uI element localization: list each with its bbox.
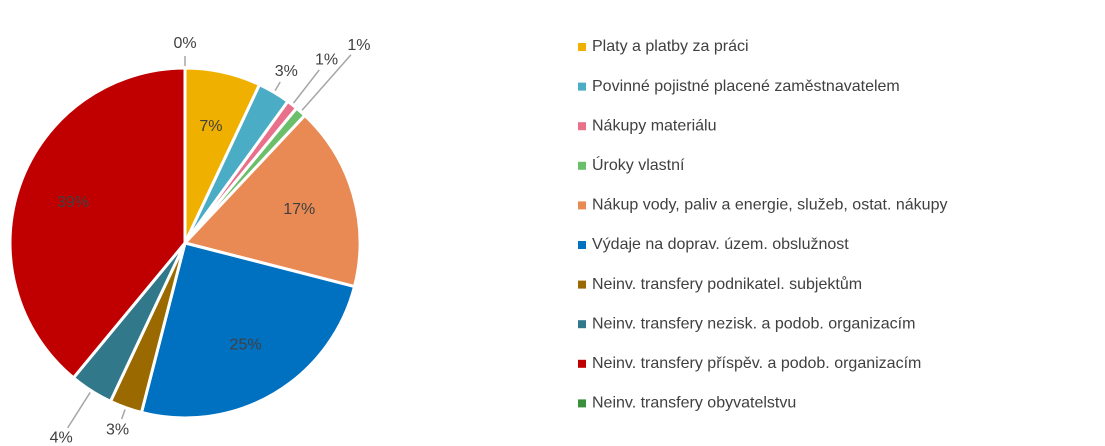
legend-label: Povinné pojistné placené zaměstnavatelem xyxy=(592,78,900,95)
leader-line xyxy=(120,409,126,420)
data-label: 25% xyxy=(230,337,262,354)
legend-swatch xyxy=(578,201,586,210)
data-label: 39% xyxy=(57,194,89,211)
data-label: 3% xyxy=(275,63,298,80)
pie-slice xyxy=(139,241,357,420)
legend-label: Výdaje na doprav. územ. obslužnost xyxy=(592,236,849,253)
legend-swatch xyxy=(578,82,586,91)
legend-label: Nákup vody, paliv a energie, služeb, ost… xyxy=(592,197,947,214)
legend-label: Platy a platby za práci xyxy=(592,38,749,55)
legend-label: Neinv. transfery podnikatel. subjektům xyxy=(592,275,862,293)
pie-slice xyxy=(182,113,362,289)
legend-swatch xyxy=(578,320,586,329)
legend-swatch xyxy=(578,359,586,368)
leader-line xyxy=(274,81,281,92)
legend-label: Nákupy materiálu xyxy=(592,117,717,134)
data-label: 17% xyxy=(283,201,315,218)
legend-label: Neinv. transfery příspěv. a podob. organ… xyxy=(592,355,921,372)
data-label: 3% xyxy=(106,421,129,438)
leader-line xyxy=(292,69,320,104)
data-label: 0% xyxy=(173,35,196,52)
data-label: 7% xyxy=(199,118,222,135)
legend-label: Neinv. transfery nezisk. a podob. organi… xyxy=(592,315,915,332)
data-label: 1% xyxy=(347,37,370,54)
legend-swatch xyxy=(578,161,586,170)
legend-swatch xyxy=(578,280,586,289)
leader-line xyxy=(301,54,352,111)
legend-label: Neinv. transfery obyvatelstvu xyxy=(592,395,796,412)
legend-swatch xyxy=(578,122,586,131)
leader-line xyxy=(67,392,91,429)
data-label: 4% xyxy=(50,429,73,446)
legend-swatch xyxy=(578,399,586,408)
data-label: 1% xyxy=(315,52,338,69)
legend-swatch xyxy=(578,43,586,51)
pie-slice xyxy=(8,66,187,380)
legend-swatch xyxy=(578,241,586,249)
legend-label: Úroky vlastní xyxy=(592,155,685,174)
